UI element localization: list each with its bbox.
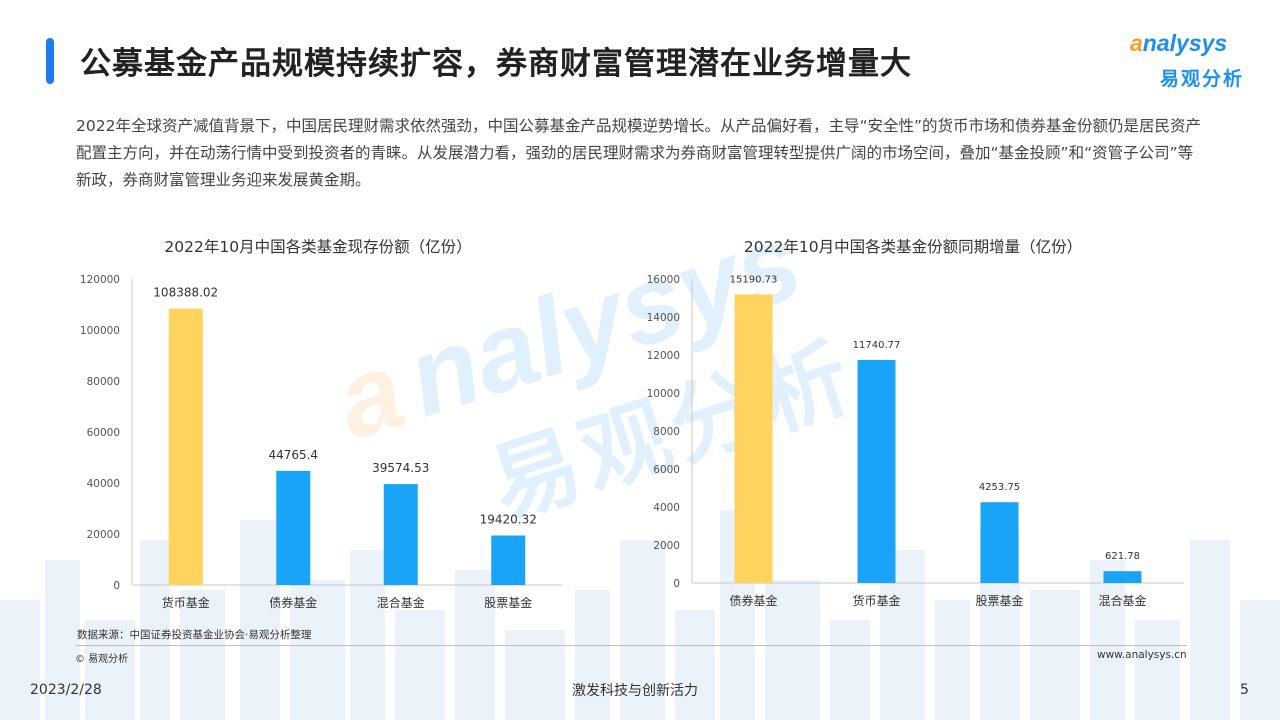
chart-2-y-tick-label: 8000 (653, 426, 680, 438)
footer-divider (75, 645, 1187, 646)
page-title: 公募基金产品规模持续扩容，券商财富管理潜在业务增量大 (80, 46, 912, 82)
chart-1-y-tick-label: 80000 (87, 376, 120, 388)
chart-2-y-tick-label: 10000 (647, 388, 680, 400)
chart-1-y-tick-label: 0 (113, 580, 120, 592)
chart-1-bar (168, 308, 203, 585)
logo-wordmark-a: a (1130, 30, 1143, 56)
chart-1-y-tick-label: 20000 (87, 529, 120, 541)
chart-1-category-label: 货币基金 (162, 595, 210, 610)
chart-2-y-tick-label: 6000 (653, 464, 680, 476)
chart-1-y-tick-label: 40000 (87, 478, 120, 490)
summary-paragraph: 2022年全球资产减值背景下，中国居民理财需求依然强劲，中国公募基金产品规模逆势… (76, 117, 1202, 189)
chart-2-y-tick-label: 14000 (647, 312, 680, 324)
chart-1-y-tick-label: 120000 (80, 274, 120, 286)
chart-2-category-label: 货币基金 (852, 593, 900, 608)
analysys-logo: analysys 易观分析 (1130, 30, 1260, 94)
chart-1-y-tick-label: 100000 (80, 325, 120, 337)
title-accent-bar (46, 38, 54, 84)
chart-2-category-label: 股票基金 (975, 593, 1023, 608)
chart-2-title: 2022年10月中国各类基金份额同期增量（亿份） (744, 238, 1082, 256)
chart-1-data-label: 39574.53 (372, 461, 429, 475)
chart-1-bar (383, 484, 418, 585)
chart-2-y-tick-label: 12000 (647, 350, 680, 362)
chart-2-bar (1103, 571, 1142, 583)
logo-wordmark-rest: nalysys (1142, 30, 1228, 56)
chart-2-data-label: 15190.73 (730, 274, 778, 285)
chart-2-data-label: 11740.77 (853, 340, 901, 351)
chart-2-category-label: 债券基金 (729, 593, 777, 608)
page-number: 5 (1240, 682, 1249, 698)
chart-1-data-label: 44765.4 (268, 448, 318, 462)
logo-cn-name: 易观分析 (1160, 68, 1245, 90)
chart-2-y-tick-label: 0 (673, 578, 680, 590)
footer-slogan: 激发科技与创新活力 (572, 683, 698, 699)
chart-2-category-label: 混合基金 (1098, 593, 1146, 608)
chart-1-y-tick-label: 60000 (87, 427, 120, 439)
chart-2-y-tick-label: 16000 (647, 274, 680, 286)
chart-2-y-tick-label: 4000 (653, 502, 680, 514)
chart-2-data-label: 4253.75 (979, 482, 1020, 493)
chart-1-bar (491, 535, 526, 585)
chart-2-bar (857, 359, 896, 583)
chart-2-bar (734, 294, 773, 583)
footer-date: 2023/2/28 (30, 682, 102, 698)
city-skyline-background (0, 510, 1280, 720)
copyright-text: © 易观分析 (75, 654, 129, 665)
chart-1-category-label: 混合基金 (377, 595, 425, 610)
chart-2-data-label: 621.78 (1105, 551, 1140, 562)
chart-1-title: 2022年10月中国各类基金现存份额（亿份） (164, 238, 471, 256)
website-link[interactable]: www.analysys.cn (1097, 649, 1187, 661)
data-source-note: 数据来源：中国证券投资基金业协会·易观分析整理 (77, 629, 312, 641)
logo-wordmark: analysys (1130, 30, 1227, 57)
chart-2-bar (980, 502, 1019, 583)
chart-2-y-tick-label: 2000 (653, 540, 680, 552)
chart-1-bar (276, 470, 311, 585)
chart-1-data-label: 108388.02 (153, 286, 218, 300)
chart-1-data-label: 19420.32 (480, 512, 537, 526)
chart-1-category-label: 股票基金 (484, 595, 532, 610)
chart-1-category-label: 债券基金 (269, 595, 317, 610)
